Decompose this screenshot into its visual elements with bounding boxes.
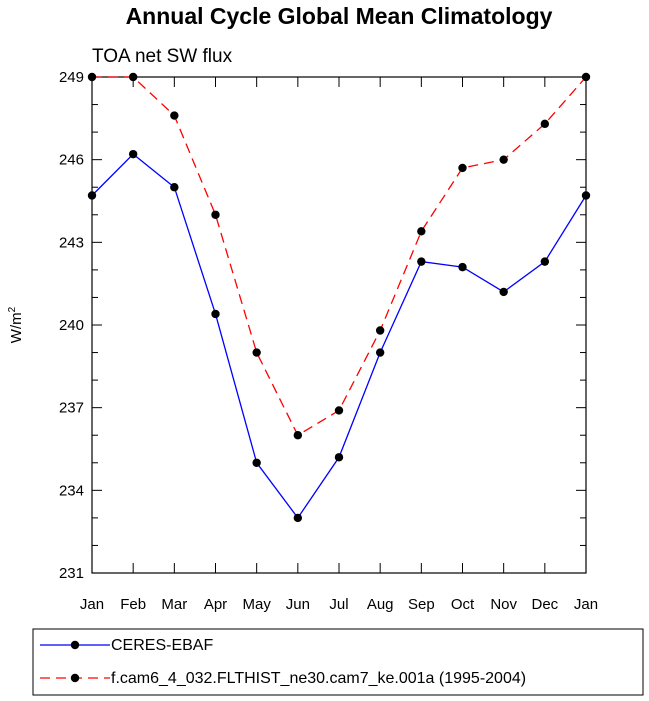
data-point-ceres bbox=[375, 348, 385, 357]
x-tick-label: Jun bbox=[286, 596, 310, 613]
x-tick-label: Feb bbox=[120, 596, 146, 613]
y-tick-label: 231 bbox=[59, 565, 84, 582]
data-point-model bbox=[293, 431, 303, 440]
x-axis: Jan Feb Mar Apr May Jun Jul Aug Sep Oct Nov Dec Jan bbox=[80, 77, 598, 613]
data-point-model bbox=[128, 72, 138, 82]
data-point-model bbox=[458, 163, 467, 173]
legend: CERES-EBAF f.cam6_4_032.FLTHIST_ne30.cam… bbox=[32, 628, 644, 696]
data-point-model bbox=[211, 210, 220, 219]
x-tick-label: Sep bbox=[408, 596, 435, 613]
data-point-ceres bbox=[417, 257, 426, 266]
legend-box bbox=[32, 628, 644, 696]
data-point-model bbox=[417, 227, 426, 236]
data-point-ceres bbox=[293, 513, 303, 523]
data-point-model bbox=[375, 326, 385, 335]
y-tick-label: 249 bbox=[59, 69, 84, 86]
data-point-model bbox=[540, 119, 550, 129]
data-point-ceres bbox=[211, 309, 220, 319]
legend-marker-ceres bbox=[70, 640, 80, 650]
chart-title: Annual Cycle Global Mean Climatology bbox=[126, 3, 553, 29]
x-tick-label: Jan bbox=[80, 596, 104, 613]
data-point-model bbox=[334, 406, 344, 415]
data-point-model bbox=[87, 72, 97, 82]
x-tick-label: Oct bbox=[451, 596, 475, 613]
x-tick-label: Mar bbox=[161, 596, 187, 613]
y-tick-label: 237 bbox=[59, 400, 84, 417]
data-point-ceres bbox=[458, 262, 467, 272]
chart-subtitle: TOA net SW flux bbox=[92, 46, 233, 67]
series-layer bbox=[87, 72, 591, 523]
data-point-ceres bbox=[581, 191, 591, 200]
y-tick-label: 246 bbox=[59, 152, 84, 169]
data-point-model bbox=[170, 111, 179, 120]
data-point-ceres bbox=[252, 458, 261, 467]
y-axis: 231 234 237 240 243 246 249 bbox=[59, 69, 586, 582]
x-tick-label: Jan bbox=[574, 596, 598, 613]
x-tick-label: Jul bbox=[329, 596, 348, 613]
legend-marker-model bbox=[70, 673, 80, 683]
x-tick-label: Apr bbox=[204, 596, 227, 613]
legend-label-model: f.cam6_4_032.FLTHIST_ne30.cam7_ke.001a (… bbox=[111, 670, 526, 687]
y-tick-label: 243 bbox=[59, 234, 84, 251]
x-tick-label: Aug bbox=[367, 596, 394, 613]
legend-label-ceres: CERES-EBAF bbox=[111, 637, 213, 654]
data-point-ceres bbox=[540, 257, 550, 266]
y-axis-label-text: W/m bbox=[8, 312, 25, 343]
data-point-model bbox=[499, 155, 508, 164]
data-point-ceres bbox=[87, 191, 97, 200]
series-line-ceres bbox=[91, 153, 587, 520]
data-point-ceres bbox=[170, 183, 179, 192]
data-point-model bbox=[581, 72, 591, 82]
x-tick-label: May bbox=[242, 596, 271, 613]
x-tick-label: Dec bbox=[531, 596, 558, 613]
data-point-ceres bbox=[499, 287, 508, 297]
data-point-ceres bbox=[334, 453, 344, 462]
series-line-model bbox=[92, 76, 587, 437]
y-axis-label-superscript: 2 bbox=[7, 306, 18, 312]
plot-frame bbox=[91, 76, 587, 574]
y-tick-label: 240 bbox=[59, 317, 84, 334]
data-point-model bbox=[252, 348, 261, 357]
x-tick-label: Nov bbox=[490, 596, 517, 613]
data-point-ceres bbox=[128, 149, 138, 159]
y-axis-label: W/m2 bbox=[7, 306, 25, 343]
plot-border bbox=[91, 76, 587, 574]
y-tick-label: 234 bbox=[59, 482, 84, 499]
